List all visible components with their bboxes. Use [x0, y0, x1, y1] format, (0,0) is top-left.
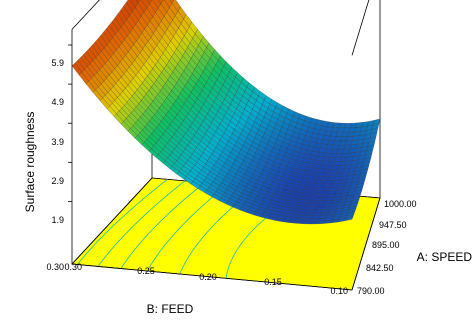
box-edge: [71, 0, 100, 30]
surface-facet: [299, 212, 309, 216]
z-tick-label: 3.9: [51, 137, 64, 147]
surface-facet: [313, 212, 323, 216]
x-axis-line: [71, 263, 353, 291]
y-tick-label: 790.00: [357, 286, 385, 296]
surface-facet: [317, 187, 326, 192]
x-tick-label: 0.15: [264, 277, 282, 287]
surface-facet: [317, 203, 326, 208]
surface-facet: [310, 203, 320, 208]
surface-facet: [309, 221, 319, 225]
box-edge: [71, 177, 153, 265]
x-tick-label: 0.20: [199, 272, 217, 282]
x-axis-title: B: FEED: [147, 302, 194, 316]
y-tick-label: 947.50: [379, 220, 407, 230]
x-axis: 0.30 0.25 0.20 0.15 0.10: [64, 262, 348, 296]
surface-facet: [316, 206, 325, 211]
z-tick-label: 4.9: [51, 97, 64, 107]
z-tick-label-bottom: 0.30: [46, 262, 64, 272]
surface-facet: [305, 215, 314, 219]
surface-facet: [302, 220, 312, 225]
y-tick-label: 842.50: [366, 263, 394, 273]
x-tick-label: 0.30: [64, 262, 82, 272]
x-tick-label: 0.10: [330, 286, 348, 296]
y-tick-label: 1000.00: [384, 199, 417, 209]
y-axis: 790.00 842.50 895.00 947.50 1000.00: [357, 199, 417, 296]
y-axis-line: [351, 197, 381, 291]
floor-contour-line: [120, 182, 205, 269]
floor-contour-line: [97, 180, 186, 267]
y-axis-title: A: SPEED: [417, 250, 473, 264]
floor-contours: [77, 179, 312, 279]
box-edge: [351, 0, 370, 56]
surface-facet: [295, 220, 305, 224]
z-axis-title: Surface roughness: [23, 112, 37, 213]
surface-facet: [312, 215, 321, 219]
floor-contour-line: [146, 184, 229, 272]
surface-facet: [304, 218, 313, 222]
x-tick-label: 0.25: [137, 266, 155, 276]
response-surface: [71, 0, 381, 225]
surface-facet: [297, 217, 306, 222]
z-tick-label: 2.9: [51, 176, 64, 186]
y-tick-label: 895.00: [372, 240, 400, 250]
z-axis: 5.9 4.9 3.9 2.9 1.9 0.30: [46, 58, 64, 272]
box-front-edges: [68, 29, 381, 291]
z-tick-label: 1.9: [51, 215, 64, 225]
z-tick-label: 5.9: [51, 58, 64, 68]
floor-contour-line: [77, 179, 168, 265]
surface-facet: [320, 212, 329, 216]
surface-facet: [344, 216, 354, 221]
